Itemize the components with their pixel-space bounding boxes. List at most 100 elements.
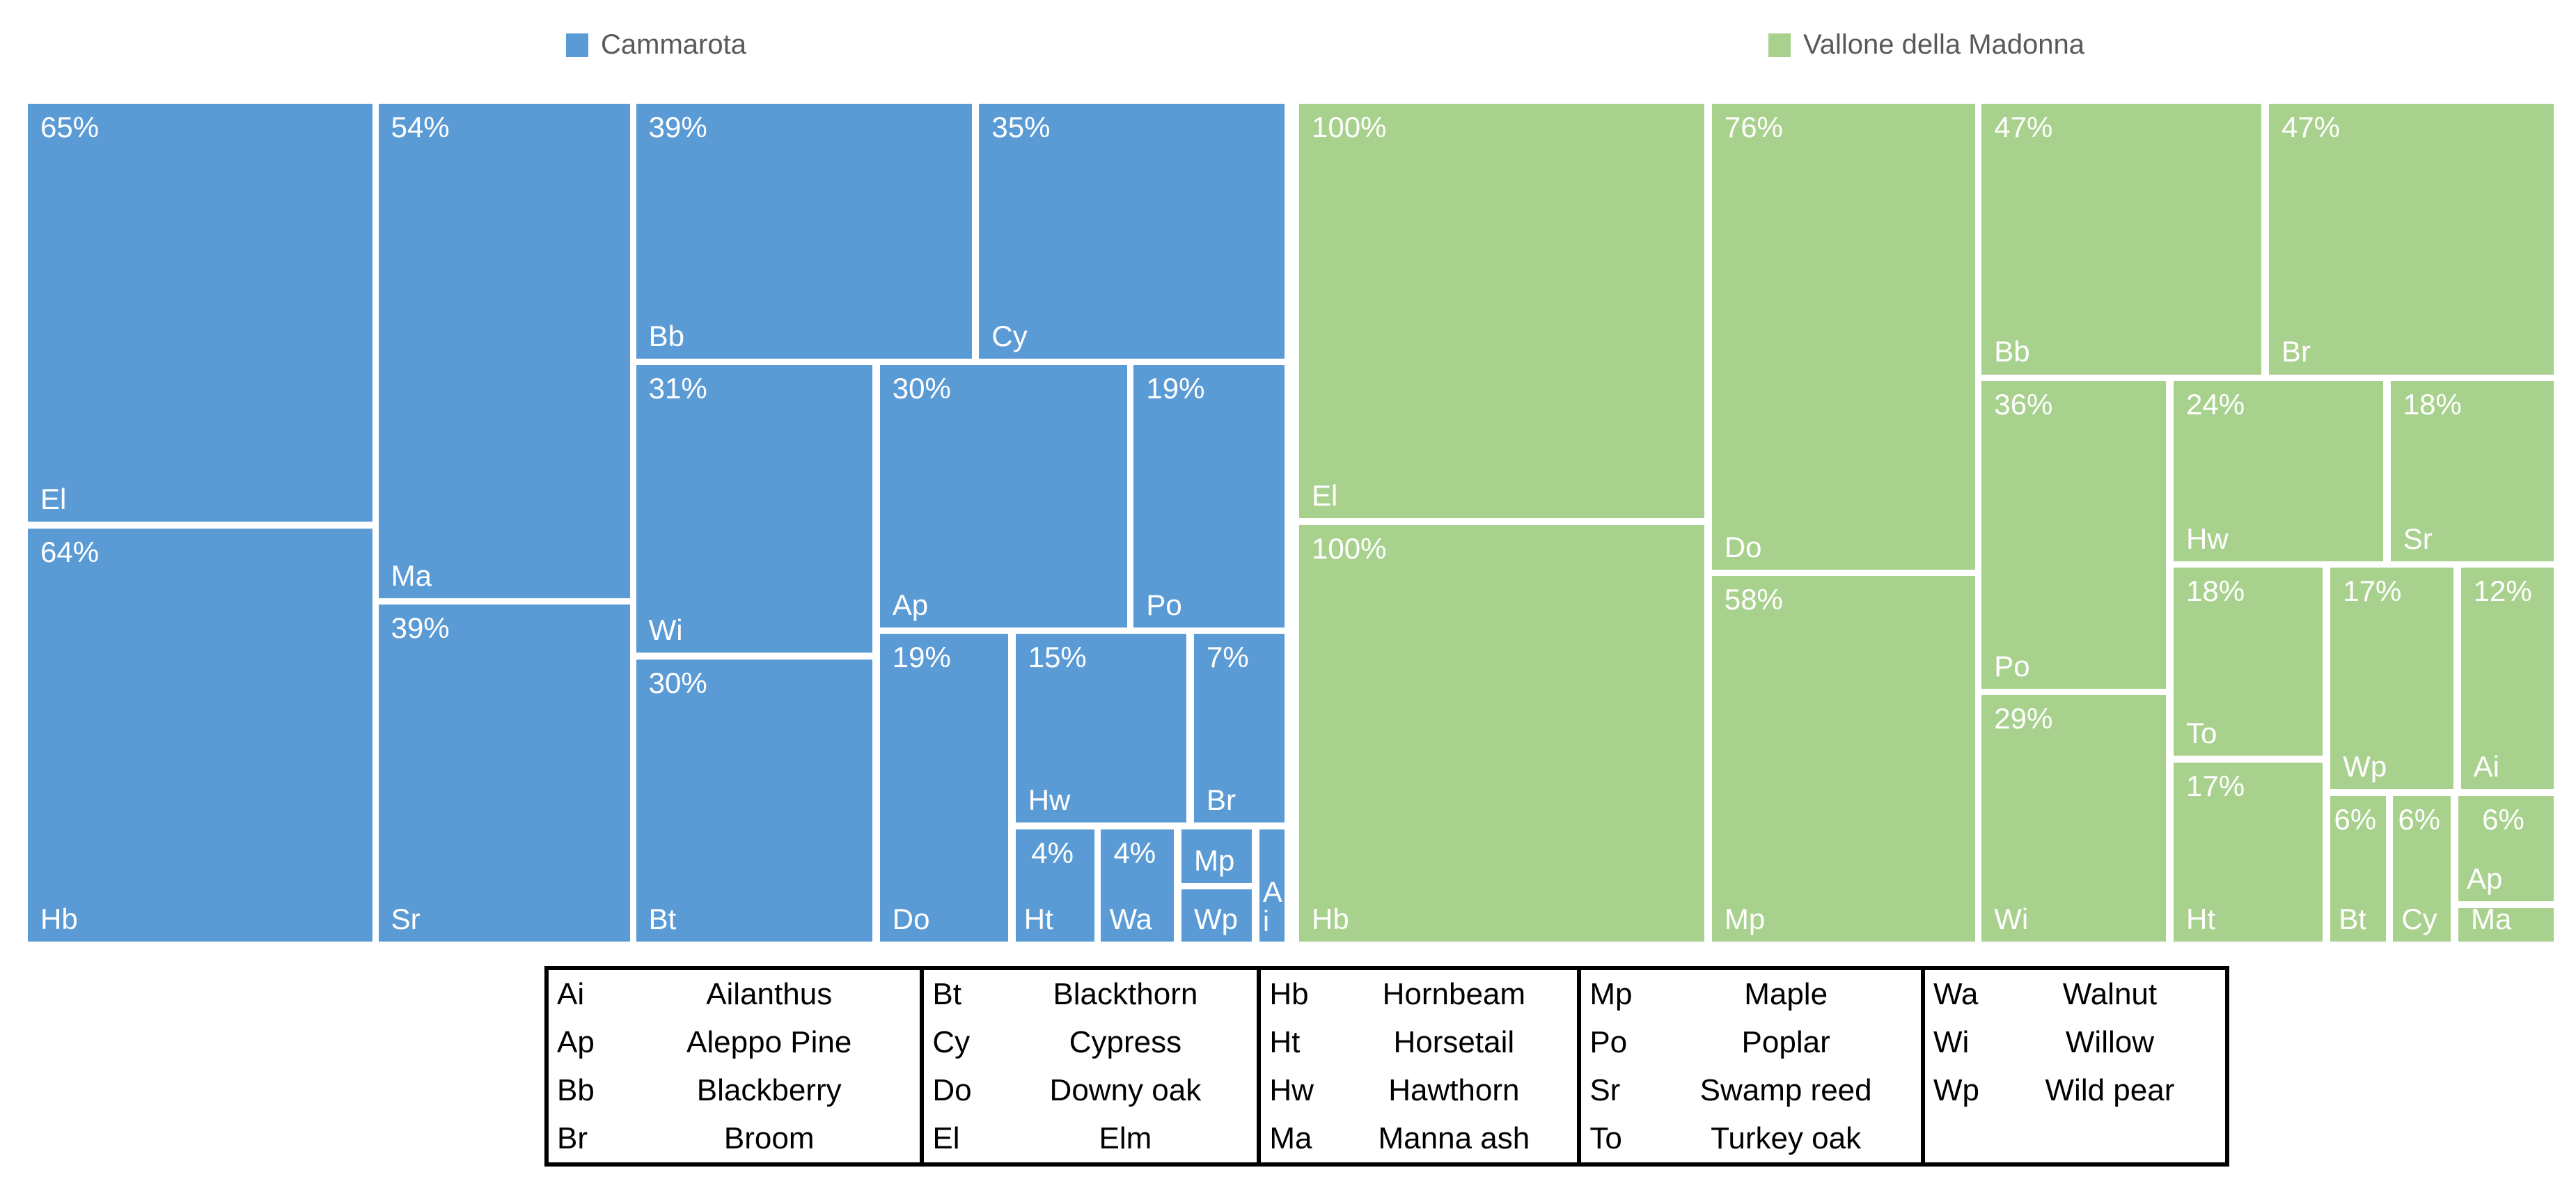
- tile-percent-label: 30%: [648, 666, 707, 699]
- abbrev-row: Hw Hawthorn: [1261, 1066, 1577, 1114]
- tile-species-code: Sr: [2403, 522, 2433, 555]
- tile-species-code: Wi: [1994, 902, 2029, 935]
- abbrev-row: Mp Maple: [1581, 970, 1921, 1018]
- tile-species-code: Sr: [391, 902, 421, 935]
- abbrev-group-4: Mp Maple Po Poplar Sr Swamp reed To Turkey oak: [1581, 970, 1925, 1162]
- legend-swatch-cammarota: [566, 33, 589, 57]
- abbrev-code: Cy: [932, 1024, 971, 1059]
- abbrev-row: Br Broom: [549, 1114, 920, 1162]
- tile-species-code: Bb: [648, 319, 684, 352]
- treemap-tile-sr: 18% Sr: [2390, 381, 2554, 561]
- tile-species-code: Bt: [2339, 902, 2366, 935]
- tile-species-code: Do: [1724, 530, 1762, 563]
- tile-percent-label: 6%: [2334, 802, 2377, 836]
- abbrev-species-name: Elm: [1099, 1121, 1152, 1155]
- tile-percent-label: 100%: [1312, 532, 1387, 566]
- treemap-tile-ai: 12% Ai: [2460, 568, 2554, 790]
- tile-percent-label: 17%: [2343, 575, 2402, 608]
- abbrev-species-name: Blackberry: [696, 1073, 842, 1107]
- treemap-tile-cy: 35% Cy: [979, 104, 1285, 359]
- abbrev-row: Do Downy oak: [924, 1066, 1257, 1114]
- treemap-tile-bt: 6% Bt: [2330, 795, 2386, 942]
- tile-species-code: Wp: [1193, 902, 1238, 935]
- abbrev-code: Wa: [1933, 976, 1979, 1011]
- treemap-tile-po: 36% Po: [1981, 381, 2167, 689]
- tile-percent-label: 19%: [892, 641, 951, 674]
- treemap-tile-wa: 4% Wa: [1101, 829, 1175, 942]
- tile-percent-label: 18%: [2185, 575, 2245, 608]
- tile-percent-label: 29%: [1994, 702, 2053, 735]
- tile-percent-label: 4%: [1031, 836, 1074, 869]
- abbrev-row: Hb Hornbeam: [1261, 970, 1577, 1018]
- treemap-tile-el: 65% El: [28, 104, 372, 522]
- abbrev-species-name: Turkey oak: [1711, 1121, 1862, 1155]
- abbrev-species-name: Horsetail: [1393, 1024, 1515, 1059]
- abbrev-code: Ht: [1269, 1024, 1301, 1059]
- tile-percent-label: 35%: [991, 111, 1051, 143]
- tile-percent-label: 76%: [1724, 111, 1783, 143]
- treemap-tile-bb: 47% Bb: [1981, 104, 2262, 375]
- abbrev-row: Bb Blackberry: [549, 1066, 920, 1114]
- tile-species-code: Ma: [391, 559, 432, 592]
- treemap-tile-br: 7% Br: [1194, 634, 1285, 823]
- treemap-tile-ht: 4% Ht: [1015, 829, 1095, 942]
- abbrev-species-name: Hawthorn: [1388, 1073, 1520, 1107]
- legend-swatch-vallone-della-madonna: [1768, 33, 1791, 57]
- treemap-tile-ma: Ma: [2458, 907, 2554, 942]
- abbrev-row: Bt Blackthorn: [924, 970, 1257, 1018]
- tile-percent-label: 17%: [2185, 769, 2245, 802]
- tile-species-code: Cy: [991, 319, 1028, 352]
- abbrev-row: Wa Walnut: [1925, 970, 2225, 1018]
- treemap-tile-mp: 58% Mp: [1711, 576, 1976, 942]
- abbrev-row: Wi Willow: [1925, 1018, 2225, 1066]
- treemap-tile-ht: 17% Ht: [2173, 762, 2323, 942]
- abbrev-code: El: [932, 1121, 960, 1155]
- treemap-tile-do: 76% Do: [1711, 104, 1976, 570]
- treemap-tile-ap: 30% Ap: [879, 365, 1128, 627]
- tile-percent-label: 19%: [1146, 372, 1205, 405]
- tile-percent-label: 30%: [892, 372, 951, 405]
- tile-percent-label: 4%: [1113, 836, 1156, 869]
- treemap-tile-wp: Wp: [1181, 889, 1252, 942]
- treemap-tile-hw: 24% Hw: [2173, 381, 2383, 561]
- treemap-tile-hw: 15% Hw: [1015, 634, 1187, 823]
- legend-label-cammarota: Cammarota: [601, 29, 746, 60]
- tile-species-code: El: [40, 483, 67, 516]
- abbrev-species-name: Wild pear: [2045, 1073, 2175, 1107]
- treemap-tile-wi: 31% Wi: [636, 365, 872, 653]
- tile-species-code: Bt: [648, 902, 677, 935]
- abbrev-species-name: Hornbeam: [1382, 976, 1526, 1011]
- tile-species-code: Ht: [2185, 902, 2215, 935]
- tile-species-code: Ap: [2467, 862, 2503, 896]
- treemap-tile-ai: Ai: [1259, 829, 1285, 942]
- tile-percent-label: 36%: [1994, 388, 2053, 421]
- abbrev-code: Bt: [932, 976, 961, 1011]
- treemap-vallone-della-madonna: 100% El 100% Hb 76% Do 58% Mp 47% Bb 47% Br 36% Po 29%…: [1299, 104, 2554, 942]
- abbrev-code: Ai: [557, 976, 585, 1011]
- abbrev-code: Do: [932, 1073, 972, 1107]
- abbrev-species-name: Willow: [2065, 1024, 2154, 1059]
- abbrev-row: Wp Wild pear: [1925, 1066, 2225, 1114]
- abbrev-row: To Turkey oak: [1581, 1114, 1921, 1162]
- abbrev-code: Hw: [1269, 1073, 1314, 1107]
- treemap-tile-po: 19% Po: [1133, 365, 1285, 627]
- tile-percent-label: 12%: [2473, 575, 2532, 608]
- abbrev-species-name: Blackthorn: [1053, 976, 1198, 1011]
- treemap-tile-mp: Mp: [1181, 829, 1252, 883]
- treemap-tile-el: 100% El: [1299, 104, 1705, 519]
- tile-species-code: Mp: [1724, 902, 1766, 935]
- tile-percent-label: 31%: [648, 372, 707, 405]
- tile-species-code: Hb: [40, 902, 78, 935]
- tile-species-code: Ai: [2473, 749, 2499, 783]
- tile-species-code: Br: [1207, 783, 1236, 817]
- abbrev-row: El Elm: [924, 1114, 1257, 1162]
- abbrev-species-name: Poplar: [1741, 1024, 1830, 1059]
- tile-percent-label: 64%: [40, 535, 100, 568]
- tile-percent-label: 39%: [391, 611, 450, 645]
- tile-percent-label: 6%: [2482, 802, 2524, 836]
- tile-species-code: Hw: [1028, 783, 1071, 817]
- abbrev-group-1: Ai Ailanthus Ap Aleppo Pine Bb Blackberry Br Br…: [549, 970, 925, 1162]
- treemap-tile-bt: 30% Bt: [636, 659, 872, 942]
- tile-percent-label: 18%: [2403, 388, 2462, 421]
